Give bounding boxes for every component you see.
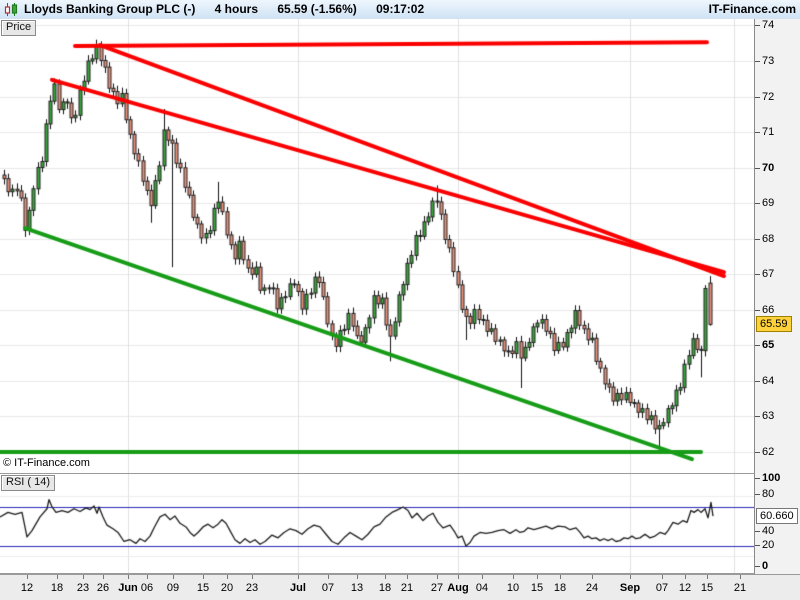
date-label: 15 [530,582,544,594]
tab-rsi[interactable]: RSI ( 14) [1,475,56,491]
tab-price[interactable]: Price [1,20,37,36]
date-tick-mark [27,575,28,579]
date-label: 26 [96,582,110,594]
title-bar: Lloyds Banking Group PLC (-) 4 hours 65.… [0,0,800,20]
date-label: 13 [350,582,364,594]
date-label-month: Sep [619,582,641,594]
instrument-name: Lloyds Banking Group PLC (-) [24,2,196,16]
rsi-chart-canvas[interactable] [0,474,754,573]
date-tick-mark [128,575,129,579]
date-tick-mark [357,575,358,579]
date-tick-mark [592,575,593,579]
date-label: 09 [166,582,180,594]
date-tick-mark [385,575,386,579]
date-label: 12 [678,582,692,594]
date-label: 27 [430,582,444,594]
date-tick-mark [482,575,483,579]
rsi-panel [0,474,755,574]
date-label: 12 [20,582,34,594]
date-tick-mark [537,575,538,579]
date-tick-mark [513,575,514,579]
date-label-month: Aug [447,582,469,594]
date-label: 07 [321,582,335,594]
date-tick-mark [685,575,686,579]
date-tick-mark [227,575,228,579]
date-tick-mark [560,575,561,579]
date-label: 20 [220,582,234,594]
date-tick-mark [298,575,299,579]
date-label-month: Jul [290,582,306,594]
rsi-axis: 60.660 100 80 40 20 0 [755,472,800,574]
date-label: 18 [378,582,392,594]
date-tick-mark [740,575,741,579]
date-tick-mark [203,575,204,579]
date-tick-mark [662,575,663,579]
date-label: 15 [196,582,210,594]
copyright-watermark: © IT-Finance.com [3,457,90,469]
date-label-month: Jun [118,582,138,594]
current-rsi-tag: 60.660 [756,508,798,525]
price-chart-canvas[interactable] [0,19,754,473]
date-label: 21 [733,582,747,594]
date-tick-mark [407,575,408,579]
date-label: 18 [553,582,567,594]
date-axis: 12 18 23 26 Jun 06 09 15 20 23 Jul 07 13 18 21 27 Aug 04 1… [0,574,800,600]
date-tick-mark [173,575,174,579]
instrument-summary: Lloyds Banking Group PLC (-) 4 hours 65.… [24,0,440,19]
date-label: 07 [655,582,669,594]
date-tick-mark [252,575,253,579]
last-price-change: 65.59 (-1.56%) [277,2,357,16]
date-tick-mark [103,575,104,579]
price-chart-panel [0,19,755,474]
date-label: 21 [400,582,414,594]
date-label: 23 [245,582,259,594]
date-label: 15 [700,582,714,594]
date-label: 23 [76,582,90,594]
brand-logo-text: IT-Finance.com [708,2,796,16]
date-tick-mark [57,575,58,579]
date-label: 18 [50,582,64,594]
date-tick-mark [630,575,631,579]
date-label: 06 [140,582,154,594]
date-tick-mark [437,575,438,579]
date-tick-mark [458,575,459,579]
date-label: 24 [585,582,599,594]
date-label: 10 [506,582,520,594]
price-axis: 65.59 74 73 72 71 70 69 68 67 66 65 64 63 62 [755,19,800,474]
date-tick-mark [707,575,708,579]
quote-time: 09:17:02 [376,2,425,16]
date-tick-mark [147,575,148,579]
date-tick-mark [83,575,84,579]
timeframe-label: 4 hours [214,2,259,16]
candlestick-icon [4,3,18,16]
current-price-tag: 65.59 [756,316,792,333]
date-label: 04 [475,582,489,594]
date-tick-mark [328,575,329,579]
